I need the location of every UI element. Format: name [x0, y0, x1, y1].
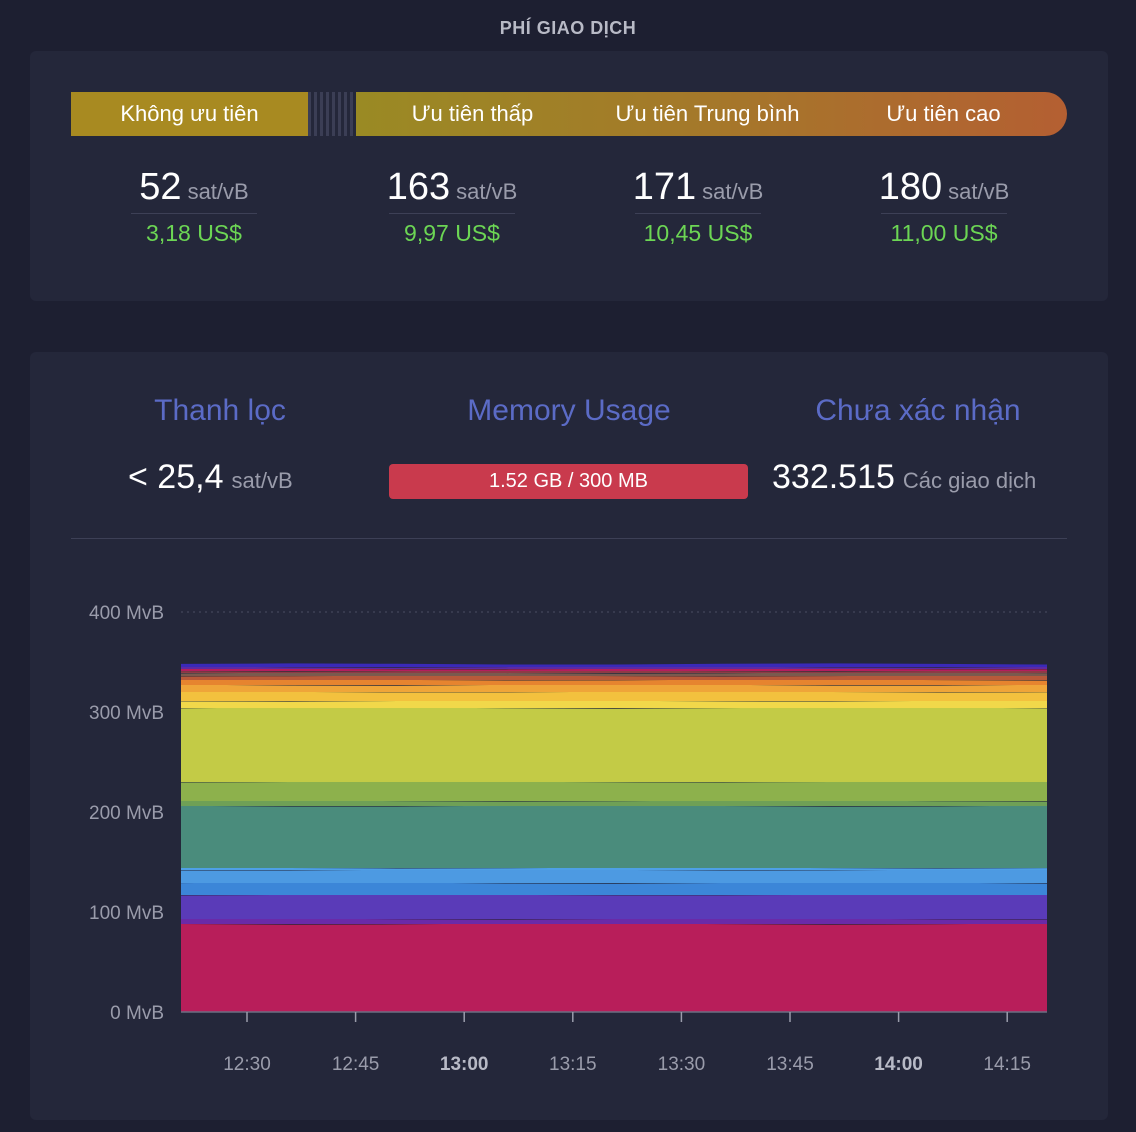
priority-none: Không ưu tiên	[71, 92, 308, 136]
area-layer-17	[181, 668, 1047, 671]
y-tick-label: 400 MvB	[89, 603, 164, 624]
unconfirmed-unit: Các giao dịch	[902, 468, 1037, 493]
fee-low: 163 sat/vB 9,97 US$	[332, 166, 572, 247]
x-tick-label: 13:00	[440, 1054, 489, 1075]
mempool-chart: 0 MvB 100 MvB 200 MvB 300 MvB 400 MvB 12:30 12…	[89, 603, 1047, 1075]
area-layer-0	[181, 923, 1047, 1012]
x-tick-label: 13:45	[766, 1054, 814, 1075]
fee-usd: 10,45 US$	[643, 220, 753, 246]
area-layer-15	[181, 672, 1047, 676]
x-tick-label: 12:45	[332, 1054, 380, 1075]
x-tick-label: 13:30	[658, 1054, 706, 1075]
fee-unit: sat/vB	[702, 179, 764, 204]
section-title: PHÍ GIAO DỊCH	[499, 18, 637, 38]
area-layer-9	[181, 707, 1047, 782]
stats-divider	[71, 538, 1067, 539]
fee-divider	[881, 213, 1007, 214]
priority-gradient	[356, 92, 1067, 136]
fee-none: 52 sat/vB 3,18 US$	[74, 166, 314, 247]
area-layer-11	[181, 691, 1047, 701]
x-tick-label: 12:30	[223, 1054, 271, 1075]
x-tick-label: 13:15	[549, 1054, 597, 1075]
purge-unit: sat/vB	[231, 468, 293, 493]
area-layer-4	[181, 869, 1047, 883]
area-layer-7	[181, 800, 1047, 806]
area-layer-14	[181, 675, 1047, 680]
area-layer-6	[181, 805, 1047, 868]
x-tick-label: 14:15	[983, 1054, 1031, 1075]
priority-high: Ưu tiên cao	[886, 101, 1001, 126]
fee-usd: 9,97 US$	[404, 220, 500, 246]
y-tick-label: 300 MvB	[89, 703, 164, 724]
unconfirmed-title: Chưa xác nhận	[815, 394, 1021, 427]
fee-unit: sat/vB	[187, 179, 249, 204]
priority-medium: Ưu tiên Trung bình	[615, 101, 800, 126]
fee-medium: 171 sat/vB 10,45 US$	[578, 166, 818, 247]
purge-value: < 25,4	[128, 458, 224, 496]
purge-title: Thanh lọc	[154, 394, 286, 427]
y-tick-label: 0 MvB	[110, 1003, 164, 1024]
fee-divider	[635, 213, 761, 214]
priority-bar: Không ưu tiên Ưu tiên thấp Ưu tiên Trung…	[71, 92, 1067, 136]
priority-gap	[308, 92, 356, 136]
fee-usd: 3,18 US$	[146, 220, 242, 246]
x-tick-label: 14:00	[874, 1054, 923, 1075]
unconfirmed-value-row: 332.515 Các giao dịch	[772, 458, 1036, 497]
fee-rate: 52	[139, 166, 182, 208]
area-layer-16	[181, 670, 1047, 673]
memory-title: Memory Usage	[467, 394, 671, 427]
area-layer-1	[181, 918, 1047, 924]
memory-usage-bar: 1.52 GB / 300 MB	[389, 464, 748, 499]
mempool-card: Thanh lọc Memory Usage Chưa xác nhận < 2…	[30, 352, 1108, 1120]
fee-usd: 11,00 US$	[890, 220, 998, 246]
fee-unit: sat/vB	[456, 179, 518, 204]
purge-value-row: < 25,4 sat/vB	[128, 458, 293, 497]
area-layer-2	[181, 894, 1047, 919]
area-layer-10	[181, 700, 1047, 708]
fee-high: 180 sat/vB 11,00 US$	[824, 166, 1064, 247]
y-tick-label: 200 MvB	[89, 803, 164, 824]
fee-rate: 171	[632, 166, 697, 208]
area-layer-13	[181, 679, 1047, 685]
area-layer-19	[181, 663, 1047, 667]
priority-low: Ưu tiên thấp	[411, 101, 534, 126]
area-layer-12	[181, 684, 1047, 692]
fee-unit: sat/vB	[948, 179, 1010, 204]
fee-rate: 180	[878, 166, 943, 208]
area-layer-8	[181, 781, 1047, 801]
fee-divider	[389, 213, 515, 214]
fee-rate: 163	[386, 166, 451, 208]
fee-divider	[131, 213, 257, 214]
area-layer-3	[181, 882, 1047, 895]
fees-card: Không ưu tiên Ưu tiên thấp Ưu tiên Trung…	[30, 51, 1108, 301]
unconfirmed-value: 332.515	[772, 458, 895, 496]
y-tick-label: 100 MvB	[89, 903, 164, 924]
area-layer-5	[181, 867, 1047, 870]
area-layer-18	[181, 666, 1047, 669]
